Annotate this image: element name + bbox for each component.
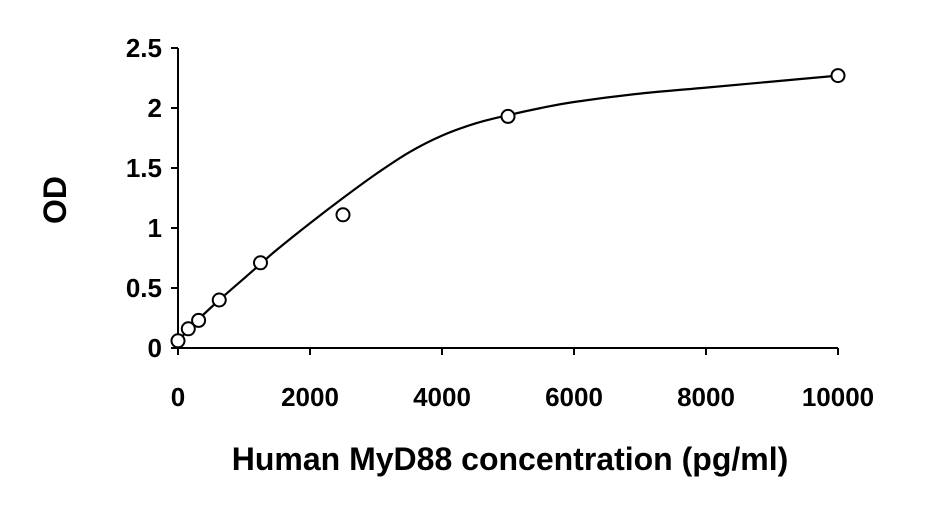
x-tick-label: 2000	[281, 382, 339, 412]
x-tick-label: 10000	[802, 382, 874, 412]
data-point	[180, 321, 196, 337]
x-tick-label: 6000	[545, 382, 603, 412]
y-tick-label: 0.5	[126, 273, 162, 303]
x-tick-label: 0	[171, 382, 185, 412]
x-axis-title: Human MyD88 concentration (pg/ml)	[232, 441, 789, 477]
x-tick-label: 8000	[677, 382, 735, 412]
y-tick-label: 0	[148, 333, 162, 363]
data-point	[170, 333, 186, 349]
ticks: 0 0.5 1 1.5 2 2.5 0 2000 4000 6000 8000 10000	[126, 33, 874, 412]
y-axis-title: OD	[37, 176, 73, 224]
data-point	[500, 108, 516, 124]
data-point	[253, 255, 268, 271]
axes	[177, 48, 838, 349]
y-tick-label: 1	[148, 213, 162, 243]
y-tick-label: 1.5	[126, 153, 162, 183]
data-point	[830, 68, 846, 84]
y-tick-label: 2.5	[126, 33, 162, 63]
data-points	[170, 68, 846, 349]
y-tick-label: 2	[148, 93, 162, 123]
data-point	[335, 207, 351, 223]
data-point	[211, 292, 227, 308]
data-point	[191, 312, 207, 328]
x-tick-label: 4000	[413, 382, 471, 412]
